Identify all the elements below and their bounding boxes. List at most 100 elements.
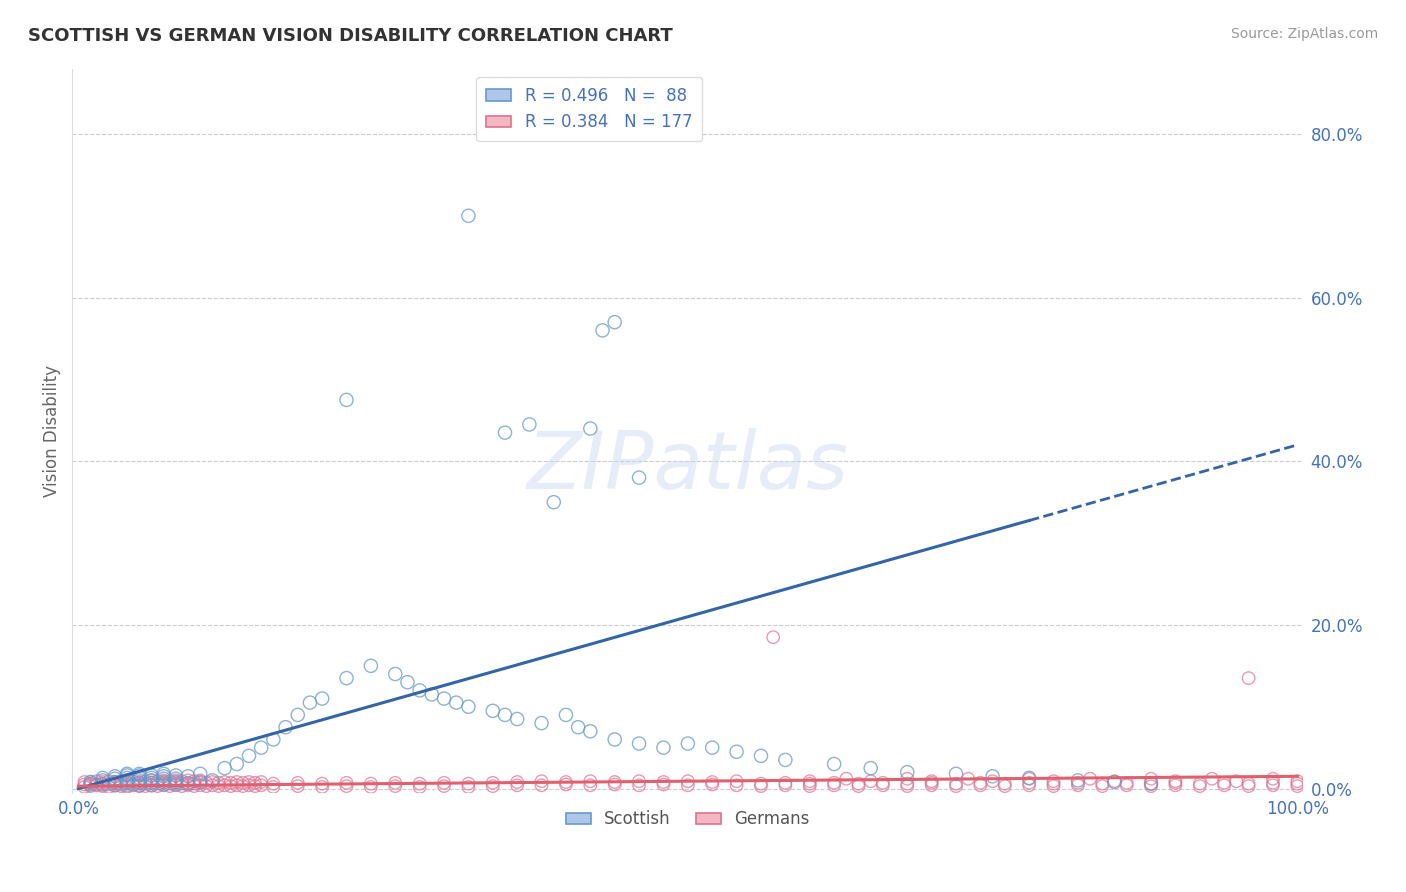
- Point: [183, 777, 205, 791]
- Point: [115, 773, 138, 788]
- Point: [91, 775, 114, 789]
- Point: [603, 777, 626, 791]
- Point: [91, 777, 114, 791]
- Point: [165, 778, 187, 792]
- Point: [134, 779, 156, 793]
- Point: [104, 775, 127, 789]
- Point: [115, 777, 138, 791]
- Point: [165, 772, 187, 786]
- Point: [188, 776, 211, 790]
- Point: [115, 768, 138, 782]
- Point: [97, 780, 120, 794]
- Point: [1104, 774, 1126, 789]
- Point: [1042, 774, 1064, 789]
- Point: [152, 769, 174, 783]
- Point: [165, 773, 187, 788]
- Point: [165, 777, 187, 791]
- Point: [775, 776, 797, 790]
- Point: [122, 777, 145, 791]
- Point: [1188, 777, 1211, 791]
- Point: [396, 675, 419, 690]
- Point: [969, 776, 991, 790]
- Point: [311, 780, 333, 794]
- Point: [152, 767, 174, 781]
- Point: [762, 630, 785, 644]
- Point: [494, 707, 516, 722]
- Point: [238, 778, 260, 792]
- Point: [262, 780, 284, 794]
- Point: [1067, 776, 1090, 790]
- Point: [152, 773, 174, 788]
- Point: [141, 773, 163, 788]
- Point: [1201, 772, 1223, 786]
- Point: [823, 776, 845, 790]
- Point: [896, 772, 918, 786]
- Point: [579, 421, 602, 435]
- Point: [481, 776, 503, 790]
- Point: [603, 315, 626, 329]
- Point: [128, 779, 150, 793]
- Point: [1091, 779, 1114, 793]
- Point: [957, 772, 980, 786]
- Point: [603, 732, 626, 747]
- Point: [1140, 777, 1163, 791]
- Point: [676, 774, 699, 789]
- Point: [311, 777, 333, 791]
- Point: [86, 778, 108, 792]
- Point: [1104, 775, 1126, 789]
- Point: [128, 773, 150, 788]
- Point: [146, 779, 169, 793]
- Point: [652, 777, 675, 791]
- Text: ZIPatlas: ZIPatlas: [527, 428, 849, 506]
- Point: [628, 778, 651, 792]
- Point: [195, 779, 218, 793]
- Point: [530, 774, 553, 789]
- Point: [104, 772, 127, 786]
- Point: [104, 778, 127, 792]
- Point: [128, 778, 150, 792]
- Point: [274, 720, 297, 734]
- Point: [195, 776, 218, 790]
- Point: [115, 771, 138, 785]
- Point: [183, 774, 205, 789]
- Point: [73, 775, 96, 789]
- Point: [219, 779, 242, 793]
- Point: [262, 732, 284, 747]
- Point: [384, 776, 406, 790]
- Point: [225, 775, 247, 789]
- Point: [579, 774, 602, 789]
- Point: [335, 779, 357, 793]
- Point: [86, 774, 108, 789]
- Point: [628, 737, 651, 751]
- Point: [749, 777, 772, 791]
- Point: [201, 775, 224, 789]
- Point: [262, 777, 284, 791]
- Point: [848, 777, 870, 791]
- Point: [360, 780, 382, 794]
- Point: [1225, 774, 1247, 789]
- Point: [1140, 777, 1163, 791]
- Point: [201, 778, 224, 792]
- Point: [859, 761, 882, 775]
- Point: [530, 778, 553, 792]
- Point: [775, 778, 797, 792]
- Point: [702, 775, 724, 789]
- Point: [177, 773, 200, 788]
- Point: [872, 778, 894, 792]
- Point: [165, 776, 187, 790]
- Point: [97, 774, 120, 789]
- Point: [945, 779, 967, 793]
- Point: [79, 779, 101, 793]
- Point: [335, 776, 357, 790]
- Point: [702, 740, 724, 755]
- Point: [110, 777, 132, 791]
- Point: [110, 774, 132, 789]
- Point: [335, 671, 357, 685]
- Point: [146, 777, 169, 791]
- Point: [287, 707, 309, 722]
- Point: [188, 778, 211, 792]
- Point: [945, 767, 967, 781]
- Point: [444, 696, 467, 710]
- Point: [97, 777, 120, 791]
- Point: [188, 767, 211, 781]
